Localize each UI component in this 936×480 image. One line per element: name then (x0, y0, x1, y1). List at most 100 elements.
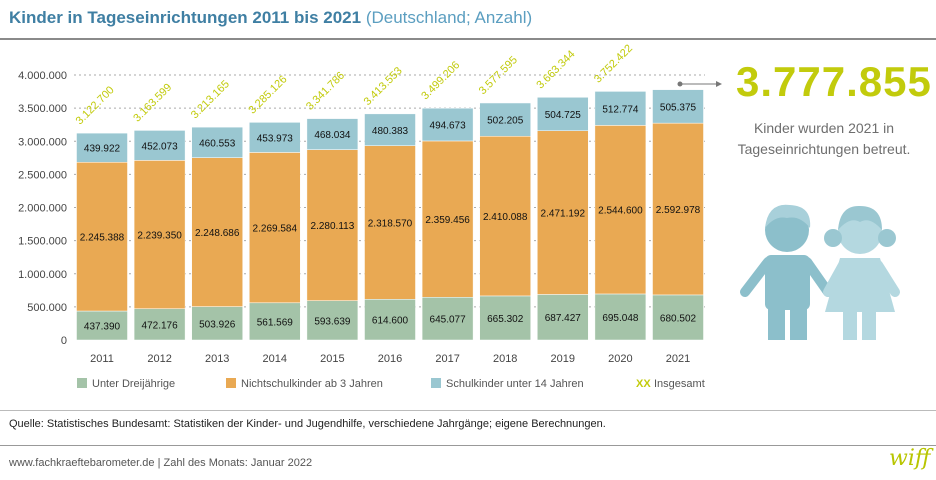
bar-value-label: 614.600 (372, 316, 409, 327)
bar-segment-1 (133, 308, 186, 341)
footer-divider (0, 445, 936, 446)
pointer-dot (677, 81, 683, 87)
footer-text[interactable]: www.fachkraeftebarometer.de | Zahl des M… (9, 457, 313, 469)
bar-segment-1 (421, 297, 474, 341)
y-tick-label: 500.000 (27, 302, 67, 314)
bar-value-label: 503.926 (199, 319, 236, 330)
bar-segment-3 (133, 130, 186, 161)
bar-segment-2 (191, 157, 243, 307)
x-tick-label: 2014 (263, 353, 287, 365)
bar-value-label: 2.245.388 (80, 233, 125, 244)
wiff-logo: wiff (889, 446, 931, 471)
bar-value-label: 695.048 (602, 313, 639, 324)
legend-label: Schulkinder unter 14 Jahren (446, 378, 584, 390)
y-tick-label: 3.500.000 (18, 103, 67, 115)
x-tick-label: 2019 (551, 353, 575, 365)
y-tick-label: 3.000.000 (18, 136, 67, 148)
y-tick-label: 1.500.000 (18, 236, 67, 248)
bar-value-label: 502.205 (487, 116, 524, 127)
bar-segment-1 (479, 295, 531, 341)
bar-value-label: 452.073 (142, 141, 179, 152)
highlight-text: Kinder wurden 2021 in Tageseinrichtungen… (737, 120, 911, 157)
legend-label: Insgesamt (654, 378, 705, 390)
bar-segment-3 (421, 107, 474, 142)
x-tick-label: 2020 (608, 353, 632, 365)
bar-segment-3 (306, 118, 359, 150)
bar-segment-2 (249, 152, 301, 304)
bar-value-label: 468.034 (314, 130, 351, 141)
bar-value-label: 512.774 (602, 104, 639, 115)
bar-segment-2 (76, 162, 128, 312)
x-tick-label: 2013 (205, 353, 229, 365)
bar-segment-1 (364, 299, 416, 341)
bar-value-label: 2.544.600 (598, 206, 643, 217)
bar-value-label: 480.383 (372, 126, 409, 137)
bar-segment-1 (306, 300, 359, 341)
bar-value-label: 437.390 (84, 322, 121, 333)
pointer-arrow-icon (716, 81, 722, 87)
bar-value-label: 2.280.113 (311, 221, 355, 232)
bar-segment-3 (594, 91, 647, 126)
bar-segment-3 (652, 89, 704, 124)
y-tick-label: 2.500.000 (18, 169, 67, 181)
bar-value-label: 2.248.686 (195, 228, 240, 239)
legend-label: Nichtschulkinder ab 3 Jahren (241, 378, 383, 390)
bar-segment-2 (537, 130, 589, 295)
highlight-value: 3.777.855 (736, 58, 932, 105)
bar-segment-3 (364, 113, 416, 146)
source-note: Quelle: Statistisches Bundesamt: Statist… (9, 418, 606, 430)
bar-value-label: 460.553 (199, 138, 236, 149)
x-tick-label: 2016 (378, 353, 402, 365)
bar-value-label: 453.973 (257, 133, 294, 144)
legend-swatch (77, 378, 87, 388)
x-tick-label: 2021 (666, 353, 690, 365)
bar-value-label: 687.427 (545, 313, 582, 324)
x-tick-label: 2011 (90, 353, 114, 365)
page-title: Kinder in Tageseinrichtungen 2011 bis 20… (9, 8, 532, 28)
legend-marker: XX (636, 378, 651, 390)
bar-segment-1 (191, 306, 243, 341)
bar-segment-1 (76, 310, 128, 341)
bar-value-label: 645.077 (430, 315, 467, 326)
bar-segment-1 (652, 294, 704, 341)
bar-value-label: 593.639 (314, 316, 351, 327)
legend-swatch (431, 378, 441, 388)
bar-segment-1 (249, 302, 301, 341)
x-tick-label: 2017 (435, 353, 459, 365)
bar-value-label: 494.673 (430, 121, 467, 132)
bar-segment-3 (191, 126, 243, 158)
bar-value-label: 2.359.456 (425, 215, 470, 226)
bar-segment-2 (364, 145, 416, 300)
bar-value-label: 2.269.584 (253, 224, 298, 235)
bar-value-label: 561.569 (257, 317, 294, 328)
x-tick-label: 2012 (147, 353, 171, 365)
bar-value-label: 505.375 (660, 102, 697, 113)
bar-segment-2 (479, 136, 531, 297)
bar-value-label: 2.239.350 (137, 231, 182, 242)
bar-segment-2 (421, 140, 474, 298)
bar-value-label: 2.471.192 (541, 209, 586, 220)
bar-segment-3 (249, 122, 301, 153)
y-tick-label: 4.000.000 (18, 70, 67, 82)
x-tick-label: 2015 (320, 353, 344, 365)
y-tick-label: 0 (61, 335, 67, 347)
legend-swatch (226, 378, 236, 388)
y-tick-label: 2.000.000 (18, 203, 67, 215)
header-divider (0, 38, 936, 40)
bar-value-label: 680.502 (660, 313, 697, 324)
legend-label: Unter Dreijährige (92, 378, 175, 390)
bar-value-label: 2.318.570 (368, 218, 413, 229)
bar-segment-2 (594, 125, 647, 295)
girl-icon (823, 205, 900, 340)
bar-segment-3 (76, 132, 128, 163)
x-tick-label: 2018 (493, 353, 517, 365)
bar-segment-1 (594, 293, 647, 341)
bar-segment-3 (479, 102, 531, 137)
source-divider-top (0, 410, 936, 411)
bar-segment-3 (537, 97, 589, 131)
bar-value-label: 665.302 (487, 314, 524, 325)
bar-segment-2 (306, 149, 359, 301)
boy-icon (740, 204, 833, 340)
